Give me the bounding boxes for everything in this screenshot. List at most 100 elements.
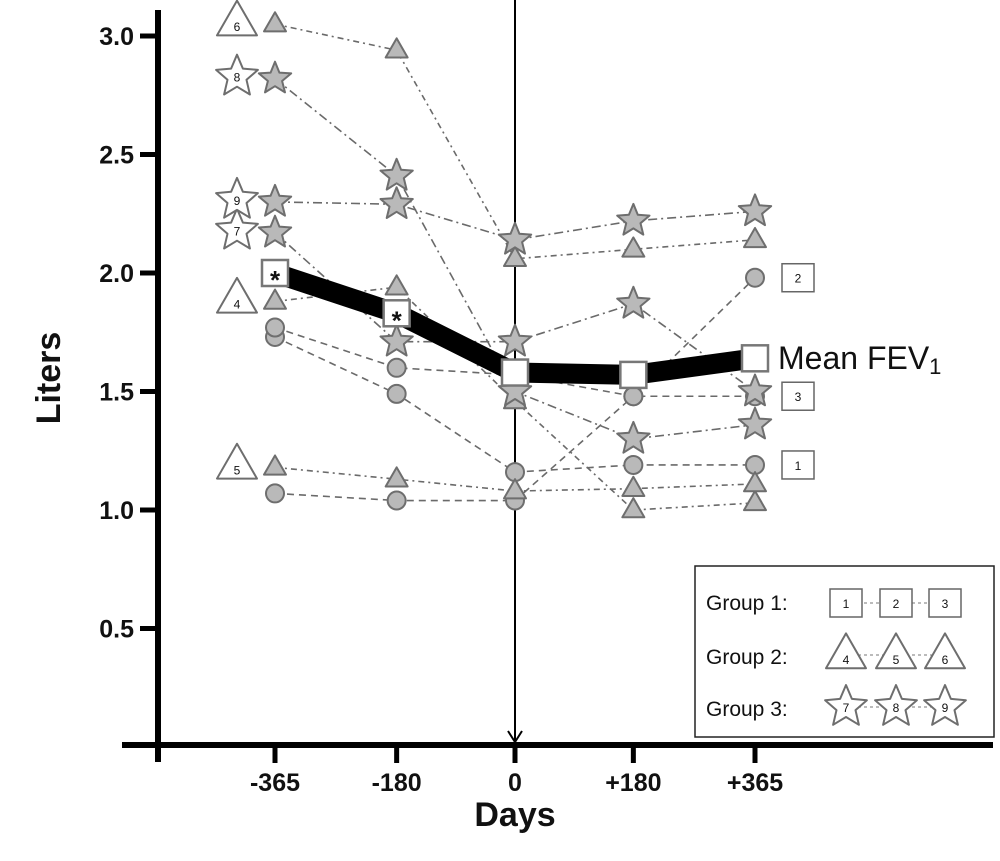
series-4-point	[621, 497, 646, 519]
y-tick-label: 1.0	[99, 497, 134, 525]
legend-group3-label: Group 3:	[706, 698, 788, 721]
legend-label-5: 5	[893, 653, 900, 667]
subject-marker-6	[216, 0, 258, 37]
subject-marker-8	[215, 53, 259, 96]
subject-label-7: 7	[234, 225, 241, 239]
series-4-point	[743, 490, 767, 512]
significance-asterisk: *	[392, 305, 403, 335]
legend-label-4: 4	[843, 653, 850, 667]
mean-label: Mean FEV1	[778, 340, 941, 379]
x-tick-label: -365	[250, 769, 300, 797]
legend-box-2	[879, 588, 913, 618]
legend-marker-5	[875, 632, 917, 670]
series-8-point	[737, 406, 773, 440]
series-6-point	[263, 11, 287, 33]
series-8-point	[616, 420, 651, 454]
y-axis-title: Liters	[30, 332, 68, 425]
legend-box-3	[928, 588, 962, 618]
series-4-point	[384, 274, 409, 296]
legend-label-9: 9	[942, 701, 949, 715]
series-line-6	[274, 23, 756, 260]
y-tick-label: 0.5	[99, 616, 134, 644]
legend-marker-7	[824, 684, 868, 726]
subject-label-6: 6	[234, 20, 241, 34]
x-axis-title: Days	[474, 796, 555, 834]
legend-label-7: 7	[843, 701, 850, 715]
series-6-point	[503, 245, 527, 268]
subject-label-9: 9	[234, 194, 241, 208]
legend-marker-4	[825, 632, 867, 670]
x-tick-label: +180	[605, 769, 661, 797]
series-5-point	[743, 471, 767, 493]
series-9-point	[616, 202, 651, 236]
y-tick-label: 1.5	[99, 379, 134, 407]
series-1-point	[386, 383, 407, 404]
series-3-point	[265, 317, 285, 338]
markers	[257, 11, 773, 519]
subject-marker-5	[216, 442, 258, 480]
subject-label-1: 1	[795, 459, 802, 473]
legend-label-1: 1	[843, 597, 850, 611]
mean-point	[740, 344, 770, 373]
series-5-point	[384, 466, 409, 488]
mean-point	[260, 258, 290, 288]
subject-marker-7	[215, 207, 259, 250]
mean-point	[382, 299, 411, 328]
side-labels: 1 2 3 4 5 6 7 8 9	[215, 0, 815, 480]
y-tick-label: 2.0	[99, 260, 134, 288]
y-tick-label: 3.0	[99, 23, 134, 51]
axes: 0.5 1.0 1.5 2.0 2.5 3.0 -365 -180 0 +180 +365	[99, 0, 993, 797]
subject-label-8: 8	[234, 71, 241, 85]
series-6-point	[621, 236, 646, 258]
significance-asterisk: *	[270, 265, 281, 295]
subject-box-3	[781, 381, 815, 411]
series-9-point	[257, 183, 293, 217]
series-7-point	[379, 323, 414, 357]
y-tick-label: 2.5	[99, 142, 134, 170]
mean-layer: Mean FEV1 * *	[260, 258, 941, 390]
legend-marker-6	[924, 632, 966, 670]
series-2-point	[265, 483, 285, 504]
legend-marker-9	[923, 684, 967, 726]
day-zero-arrow	[507, 730, 523, 744]
subject-box-2	[781, 262, 815, 293]
legend-group2-label: Group 2:	[706, 646, 788, 669]
series-8-point	[257, 60, 293, 94]
subject-label-5: 5	[234, 463, 241, 477]
series-2-point	[745, 267, 765, 288]
series-9-point	[379, 186, 414, 219]
subject-marker-9	[215, 176, 259, 219]
series-7-point	[257, 214, 293, 248]
x-tick-label: +365	[727, 769, 783, 797]
series-7-point	[616, 285, 651, 319]
subject-marker-4	[216, 276, 258, 314]
mean-point	[500, 358, 530, 387]
series-6-point	[743, 226, 767, 249]
series-9-point	[737, 193, 773, 227]
series-7-point	[737, 373, 773, 407]
legend-label-8: 8	[893, 701, 900, 715]
legend-box-1	[829, 588, 863, 618]
mean-point	[619, 360, 648, 390]
series-8-point	[379, 157, 414, 191]
series-3-point	[386, 357, 407, 378]
legend-label-6: 6	[942, 653, 949, 667]
series-9-point	[497, 221, 533, 255]
subject-label-3: 3	[795, 390, 802, 404]
series-3-point	[623, 386, 644, 407]
series-1-point	[623, 454, 644, 475]
x-tick-label: -180	[372, 769, 422, 797]
series-7-point	[497, 323, 533, 357]
series-5-point	[503, 478, 527, 500]
series-4-point	[263, 288, 287, 310]
series-2-point	[386, 490, 407, 511]
legend-group1-label: Group 1:	[706, 592, 788, 615]
legend-label-3: 3	[942, 597, 949, 611]
legend-label-2: 2	[893, 597, 900, 611]
legend-marker-8	[874, 684, 918, 726]
legend: Group 1: Group 2: Group 3: 1 2 3 4 5 6 7 8 9	[694, 565, 995, 738]
series-5-point	[621, 475, 646, 497]
series-6-point	[384, 37, 409, 59]
subject-label-2: 2	[795, 272, 802, 286]
